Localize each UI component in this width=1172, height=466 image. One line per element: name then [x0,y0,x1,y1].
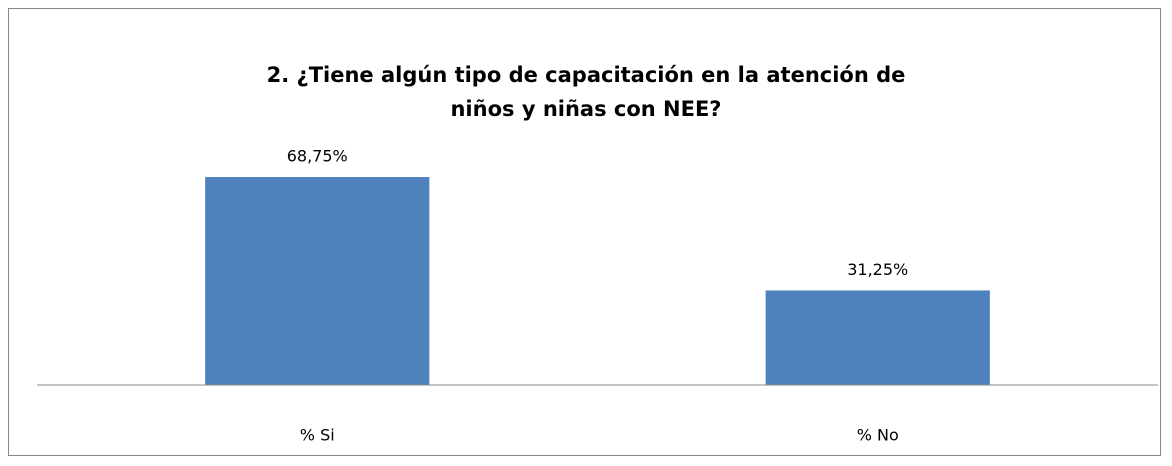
chart-title: 2. ¿Tiene algún tipo de capacitación en … [266,63,906,121]
data-label: 31,25% [847,260,908,279]
x-tick-label: % No [857,426,899,445]
bar [765,290,990,385]
bar [205,177,430,385]
x-tick-label: % Si [300,426,335,445]
chart-frame [8,8,1161,456]
data-label: 68,75% [287,147,348,166]
